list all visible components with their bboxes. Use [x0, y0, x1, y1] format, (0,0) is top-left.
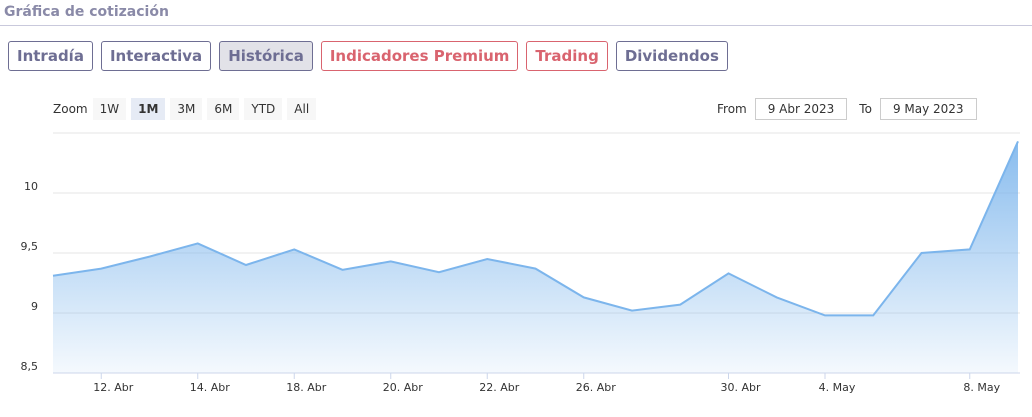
zoom-button[interactable]: YTD	[244, 98, 283, 120]
zoom-bar: Zoom 1W 1M 3M 6M YTD All	[53, 98, 317, 120]
zoom-label: Zoom	[53, 102, 88, 116]
x-tick-label: 14. Abr	[190, 381, 230, 394]
divider	[0, 25, 1032, 26]
x-tick-label: 22. Abr	[479, 381, 519, 394]
tab-bar: Intradía Interactiva Histórica Indicador…	[8, 41, 728, 71]
zoom-button[interactable]: All	[287, 98, 317, 120]
tab[interactable]: Histórica	[219, 41, 313, 71]
y-tick-label: 9,5	[21, 240, 39, 253]
from-input[interactable]: 9 Abr 2023	[754, 98, 848, 120]
y-tick-label: 9	[31, 300, 38, 313]
x-tick-label: 30. Abr	[720, 381, 760, 394]
tab[interactable]: Trading	[526, 41, 608, 71]
zoom-button[interactable]: 1W	[92, 98, 127, 120]
x-tick-label: 26. Abr	[576, 381, 616, 394]
y-tick-label: 8,5	[21, 360, 39, 373]
from-label: From	[717, 102, 747, 116]
x-tick-label: 20. Abr	[383, 381, 423, 394]
price-line	[52, 140, 1019, 317]
tab[interactable]: Dividendos	[615, 41, 728, 71]
zoom-button[interactable]: 6M	[207, 98, 240, 120]
to-label: To	[859, 102, 872, 116]
x-tick-label: 12. Abr	[93, 381, 133, 394]
area-fill	[53, 141, 1018, 373]
x-tick-label: 8. May	[963, 381, 1000, 394]
x-tick-label: 4. May	[819, 381, 856, 394]
tab[interactable]: Intradía	[8, 41, 93, 71]
zoom-button[interactable]: 1M	[131, 98, 166, 120]
x-tick-label: 18. Abr	[286, 381, 326, 394]
zoom-button[interactable]: 3M	[170, 98, 203, 120]
tab[interactable]: Interactiva	[100, 41, 212, 71]
section-title: Gráfica de cotización	[4, 4, 169, 20]
range-inputs: From 9 Abr 2023 To 9 May 2023	[717, 98, 977, 120]
tab[interactable]: Indicadores Premium	[320, 41, 519, 71]
y-tick-label: 10	[24, 180, 38, 193]
to-input[interactable]: 9 May 2023	[879, 98, 977, 120]
